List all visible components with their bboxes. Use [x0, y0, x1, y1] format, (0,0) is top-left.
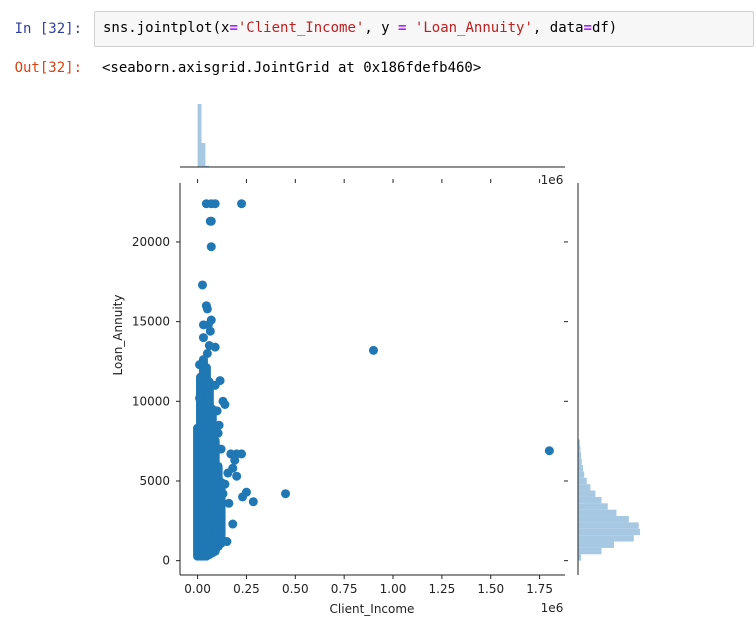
scatter-point-41	[216, 444, 226, 454]
scatter-point-43	[223, 468, 233, 478]
axis-ticks: 0.00 0.25 0.50 0.75 1.00 1.25 1.50 1.75 0 5000 100…	[132, 179, 568, 596]
y-tick-label-2: 10000	[132, 394, 170, 408]
y-tick-label-3: 15000	[132, 315, 170, 329]
x-tick-label-4: 1.00	[380, 582, 407, 596]
scatter-point-7	[197, 280, 207, 290]
x-tick-label-7: 1.75	[526, 582, 553, 596]
x-tick-label-0: 0.00	[184, 582, 211, 596]
y-hist-bar-2	[578, 541, 614, 548]
x-marginal-histogram	[180, 104, 565, 168]
y-hist-bar-11	[578, 484, 591, 491]
x-tick-label-1: 0.25	[233, 582, 260, 596]
scatter-point-51	[204, 549, 214, 559]
y-hist-bar-8	[578, 503, 608, 510]
scatter-point-32	[220, 399, 230, 409]
x-hist-bar-2	[205, 165, 210, 167]
output-prompt: Out[32]:	[14, 60, 82, 76]
y-hist-bar-3	[578, 535, 634, 542]
y-hist-bar-18	[578, 439, 580, 446]
scatter-point-21	[248, 497, 258, 507]
y-hist-bar-17	[578, 445, 581, 453]
x-hist-bar-1	[201, 143, 206, 167]
code-fn: sns.jointplot(x	[103, 20, 230, 36]
scatter-point-38	[196, 377, 206, 387]
y-hist-bar-4	[578, 528, 640, 536]
dense-point-cloud	[193, 355, 226, 561]
scatter-point-13	[205, 326, 215, 336]
y-hist-bar-15	[578, 458, 582, 466]
scatter-point-19	[544, 446, 554, 456]
scatter-points	[195, 199, 554, 559]
code-sep-2	[406, 20, 414, 36]
y-marginal-histogram	[577, 183, 640, 575]
output-text: <seaborn.axisgrid.JointGrid at 0x186fdef…	[102, 60, 482, 76]
scatter-point-36	[214, 420, 224, 430]
code-tail: df)	[591, 20, 618, 36]
x-tick-label-5: 1.25	[429, 582, 456, 596]
code-sep-1: , y	[364, 20, 399, 36]
y-hist-bar-6	[578, 516, 629, 523]
y-hist-bar-16	[578, 452, 582, 459]
scatter-point-26	[222, 537, 232, 547]
scatter-point-17	[202, 349, 212, 359]
x-offset-label-top: 1e6	[541, 173, 564, 187]
x-tick-label-3: 0.75	[331, 582, 358, 596]
y-hist-bar-13	[578, 471, 585, 478]
scatter-point-2	[210, 199, 220, 209]
y-tick-label-1: 5000	[139, 474, 170, 488]
scatter-point-16	[210, 342, 220, 352]
y-tick-label-4: 20000	[132, 235, 170, 249]
code-text: sns.jointplot(x='Client_Income', y = 'Lo…	[103, 20, 617, 36]
code-op-3: =	[583, 20, 592, 36]
scatter-point-48	[209, 511, 219, 521]
code-op-1: =	[229, 20, 238, 36]
y-hist-bar-14	[578, 465, 583, 472]
scatter-point-3	[237, 199, 247, 209]
scatter-point-20	[281, 489, 291, 499]
y-hist-bar-0	[578, 554, 582, 561]
scatter-point-37	[195, 360, 205, 370]
scatter-point-23	[238, 492, 248, 502]
scatter-point-5	[206, 216, 216, 226]
scatter-point-46	[218, 489, 228, 499]
x-offset-label-bottom: 1e6	[541, 601, 564, 615]
scatter-point-25	[228, 519, 238, 529]
y-hist-bar-7	[578, 509, 617, 517]
x-tick-label-6: 1.50	[477, 582, 504, 596]
scatter-point-49	[211, 525, 221, 535]
scatter-point-9	[202, 304, 212, 314]
y-axis-label: Loan_Annuity	[111, 295, 125, 376]
code-input-cell[interactable]: sns.jointplot(x='Client_Income', y = 'Lo…	[94, 11, 754, 47]
y-hist-bar-9	[578, 496, 602, 504]
code-op-2: =	[398, 20, 407, 36]
scatter-point-45	[232, 471, 242, 481]
scatter-point-24	[224, 498, 234, 508]
y-hist-bar-10	[578, 490, 596, 497]
jointplot-figure: 0.00 0.25 0.50 0.75 1.00 1.25 1.50 1.75 0 5000 100…	[111, 104, 640, 616]
code-string-x: 'Client_Income'	[237, 20, 365, 36]
code-sep-3: , data	[532, 20, 584, 36]
scatter-point-44	[220, 479, 230, 489]
scatter-point-14	[198, 333, 208, 343]
code-string-y: 'Loan_Annuity'	[414, 20, 533, 36]
x-hist-bar-0	[197, 104, 202, 167]
scatter-point-34	[215, 376, 225, 386]
scatter-point-12	[198, 320, 208, 330]
scatter-point-18	[368, 345, 378, 355]
scatter-axes	[179, 183, 565, 576]
y-hist-bar-1	[578, 547, 602, 555]
scatter-point-47	[214, 503, 224, 513]
y-tick-label-0: 0	[162, 554, 170, 568]
y-hist-bar-5	[578, 522, 639, 529]
scatter-point-35	[212, 406, 222, 416]
x-tick-label-2: 0.50	[282, 582, 309, 596]
y-hist-bar-12	[578, 477, 587, 485]
scatter-point-6	[206, 242, 216, 252]
scatter-point-30	[230, 455, 240, 465]
x-axis-label: Client_Income	[330, 602, 415, 616]
scatter-point-39	[195, 393, 205, 403]
input-prompt: In [32]:	[14, 21, 82, 37]
scatter-point-40	[213, 428, 223, 438]
